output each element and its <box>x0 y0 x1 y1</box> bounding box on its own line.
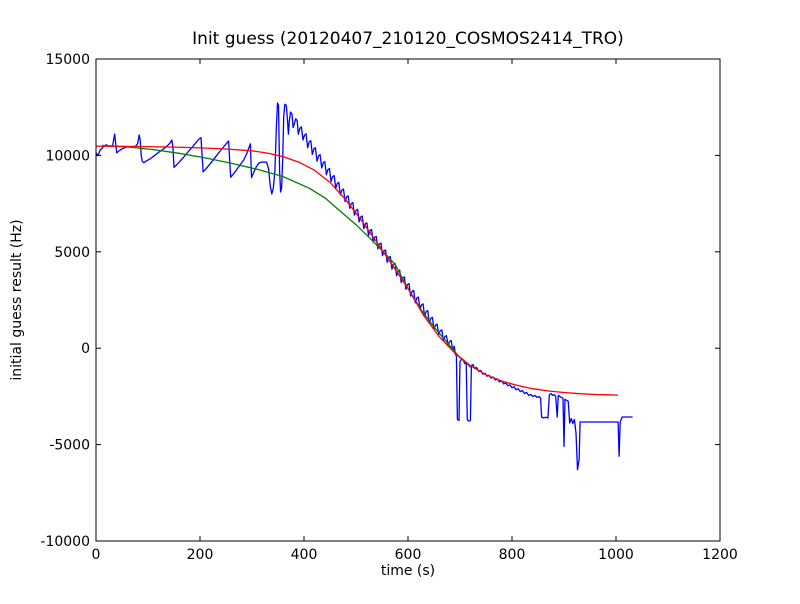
axes-frame <box>95 58 721 542</box>
x-tick-label: 800 <box>499 547 526 563</box>
axis-ticks <box>95 58 721 542</box>
y-tick-label: 15000 <box>45 52 90 68</box>
y-tick-label: 10000 <box>45 148 90 164</box>
y-tick-label: 5000 <box>54 245 90 261</box>
x-tick-label: 1200 <box>702 547 738 563</box>
x-axis-label: time (s) <box>381 563 435 579</box>
y-axis-label: initial guess result (Hz) <box>9 219 25 380</box>
y-tick-label: -10000 <box>40 534 90 550</box>
fitted-model-curve <box>95 145 619 396</box>
chart-title: Init guess (20120407_210120_COSMOS2414_T… <box>192 29 624 49</box>
x-tick-label: 400 <box>291 547 318 563</box>
measured-data-line <box>95 102 633 471</box>
series-lines <box>95 102 633 471</box>
x-tick-label: 1000 <box>598 547 634 563</box>
y-tick-label: 0 <box>81 341 90 357</box>
axis-tick-labels: 0 200 400 600 800 1000 1200 -10000 -5000 0 5000 100… <box>40 52 737 563</box>
y-tick-label: -5000 <box>49 438 90 454</box>
x-tick-label: 0 <box>92 547 101 563</box>
x-tick-label: 200 <box>187 547 214 563</box>
initial-guess-curve <box>102 144 471 368</box>
x-tick-label: 600 <box>395 547 422 563</box>
